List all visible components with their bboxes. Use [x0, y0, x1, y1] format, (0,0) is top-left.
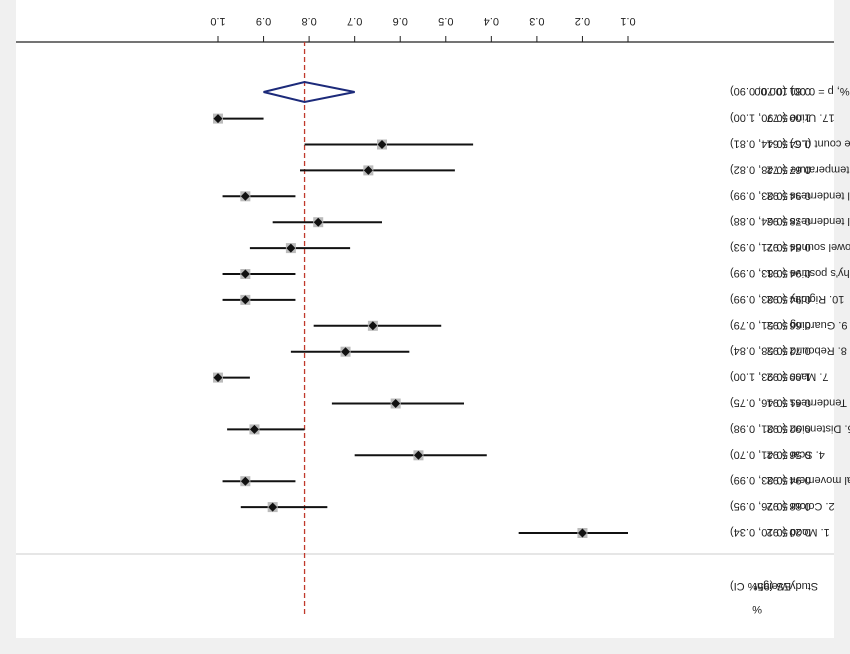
overall-es-ci: 0.81 (0.70, 0.90): [730, 85, 811, 97]
study-label: 10. Rigidity: [790, 293, 845, 305]
overall-weight: 100.00: [754, 85, 788, 97]
study-es-ci: 0.88 (0.76, 0.95): [730, 500, 811, 512]
point-estimate: [368, 321, 378, 331]
study-es-ci: 0.56 (0.41, 0.70): [730, 448, 811, 460]
study-es-ci: 0.84 (0.71, 0.93): [730, 241, 811, 253]
point-estimate: [249, 424, 259, 434]
point-estimate: [268, 502, 278, 512]
study-weight: 5.92: [767, 422, 788, 434]
x-tick-label: 1.0: [210, 15, 225, 27]
study-weight: 5.92: [767, 241, 788, 253]
x-tick-label: 0.8: [301, 15, 316, 27]
point-estimate: [377, 140, 387, 149]
point-estimate: [240, 191, 250, 201]
study-label: 17. Urine: [790, 112, 835, 124]
study-weight: 5.92: [767, 293, 788, 305]
point-estimate: [391, 399, 401, 408]
point-estimate: [341, 347, 351, 357]
study-weight: 5.61: [767, 138, 788, 150]
x-tick-label: 0.6: [393, 15, 408, 27]
study-es-ci: 0.61 (0.46, 0.75): [730, 397, 811, 409]
x-tick-label: 0.9: [256, 15, 271, 27]
point-estimate: [240, 476, 250, 486]
study-label: 6. Tenderness: [790, 397, 850, 409]
x-tick-label: 0.3: [529, 15, 544, 27]
study-es-ci: 0.92 (0.81, 0.98): [730, 422, 811, 434]
study-label: 7. Mass: [790, 371, 829, 383]
study-weight: 5.92: [767, 215, 788, 227]
forest-plot-panel: [16, 0, 834, 638]
study-label: 15. Body temperature: [790, 163, 850, 175]
study-es-ci: 0.94 (0.83, 0.99): [730, 474, 811, 486]
study-label: 4. Scar: [790, 448, 825, 460]
point-estimate: [577, 528, 587, 538]
study-label: 14. Rectal digital tenderness: [790, 189, 850, 201]
point-estimate: [313, 217, 323, 227]
study-es-ci: 0.94 (0.83, 0.99): [730, 267, 811, 279]
x-tick-label: 0.7: [347, 15, 362, 27]
study-es-ci: 1.00 (0.90, 1.00): [730, 112, 811, 124]
study-weight: 5.92: [767, 371, 788, 383]
study-label: 5. Distension: [790, 422, 850, 434]
x-tick-label: 0.2: [575, 15, 590, 27]
study-label: 9. Guarding: [790, 319, 847, 331]
study-es-ci: 0.67 (0.48, 0.82): [730, 163, 811, 175]
point-estimate: [213, 114, 223, 124]
study-weight: 5.92: [767, 526, 788, 538]
study-label: 8. Rebound: [790, 345, 847, 357]
point-estimate: [286, 243, 296, 253]
header-weight-unit: %: [752, 603, 762, 615]
point-estimate: [413, 450, 423, 460]
header-weight: Weight: [754, 580, 788, 592]
study-es-ci: 0.20 (0.10, 0.34): [730, 526, 811, 538]
study-es-ci: 0.64 (0.44, 0.81): [730, 138, 811, 150]
study-weight: 5.91: [767, 267, 788, 279]
study-weight: 5.92: [767, 345, 788, 357]
study-label: 13. Renal tenderness: [790, 215, 850, 227]
x-tick-label: 0.1: [620, 15, 635, 27]
x-tick-label: 0.4: [484, 15, 499, 27]
study-label: 2. Colour: [790, 500, 835, 512]
point-estimate: [363, 165, 373, 175]
point-estimate: [240, 295, 250, 305]
x-tick-label: 0.5: [438, 15, 453, 27]
study-weight: 5.92: [767, 500, 788, 512]
header-es: ES (95% CI): [730, 580, 791, 592]
overall-label: Overall (I^2 = 92.40%, p = 0.00): [790, 85, 850, 97]
header-study: Study: [790, 580, 819, 592]
study-label: 3. Abdominal movement: [790, 474, 850, 486]
study-weight: 5.72: [767, 163, 788, 175]
study-es-ci: 0.94 (0.83, 0.99): [730, 189, 811, 201]
overall-diamond: [263, 80, 355, 104]
study-weight: 5.92: [767, 319, 788, 331]
study-es-ci: 0.72 (0.58, 0.84): [730, 345, 811, 357]
study-weight: 5.92: [767, 448, 788, 460]
study-label: 12. Bowel sounds: [790, 241, 850, 253]
study-label: 16. Leucocyte count (LC): [790, 138, 850, 150]
study-es-ci: 0.94 (0.83, 0.99): [730, 293, 811, 305]
study-label: 1. Mood: [790, 526, 830, 538]
study-weight: 5.77: [767, 112, 788, 124]
study-label: 11. Murphy's positive: [790, 267, 850, 279]
study-weight: 5.91: [767, 397, 788, 409]
study-weight: 5.92: [767, 189, 788, 201]
study-weight: 5.92: [767, 474, 788, 486]
study-es-ci: 1.00 (0.93, 1.00): [730, 371, 811, 383]
study-es-ci: 0.78 (0.64, 0.88): [730, 215, 811, 227]
point-estimate: [240, 269, 250, 279]
study-es-ci: 0.66 (0.51, 0.79): [730, 319, 811, 331]
point-estimate: [213, 373, 223, 383]
